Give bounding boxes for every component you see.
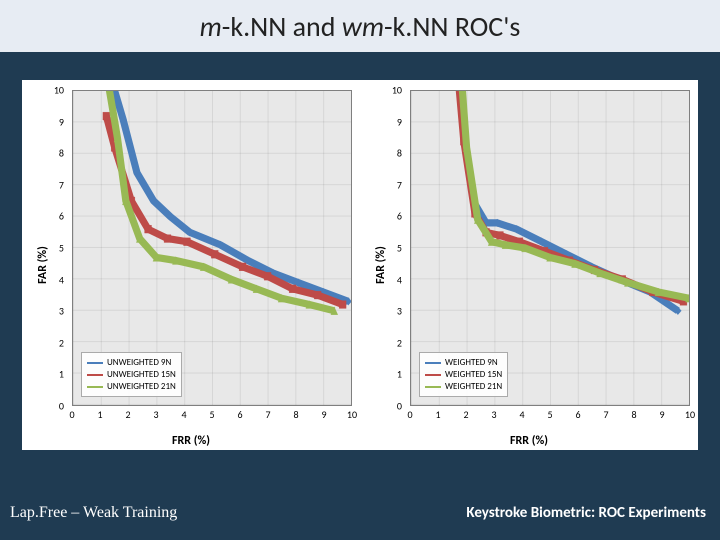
chart-legend: UNWEIGHTED 9NUNWEIGHTED 15NUNWEIGHTED 21… bbox=[81, 352, 182, 397]
legend-row: UNWEIGHTED 9N bbox=[87, 357, 176, 368]
series-marker bbox=[184, 238, 191, 246]
slide-title: m-k.NN and wm-k.NN ROC's bbox=[200, 9, 521, 44]
x-ticks: 012345678910 bbox=[410, 408, 690, 422]
title-italic-1: m bbox=[200, 9, 222, 44]
y-ticks: 012345678910 bbox=[386, 90, 406, 406]
series-marker bbox=[103, 112, 110, 120]
series-marker bbox=[339, 301, 346, 309]
legend-swatch bbox=[87, 386, 103, 388]
legend-row: UNWEIGHTED 15N bbox=[87, 369, 176, 380]
legend-label: UNWEIGHTED 9N bbox=[107, 357, 171, 368]
legend-swatch bbox=[425, 362, 441, 364]
series-line bbox=[458, 91, 683, 301]
y-ticks: 012345678910 bbox=[48, 90, 68, 406]
legend-swatch bbox=[425, 374, 441, 376]
plot-area: WEIGHTED 9NWEIGHTED 15NWEIGHTED 21N bbox=[410, 90, 690, 406]
legend-row: WEIGHTED 9N bbox=[425, 357, 502, 368]
legend-label: WEIGHTED 21N bbox=[445, 381, 502, 392]
series-line bbox=[106, 91, 334, 311]
footer-right-text: Keystroke Biometric: ROC Experiments bbox=[466, 504, 706, 522]
x-axis-label: FRR (%) bbox=[510, 434, 548, 448]
legend-label: WEIGHTED 9N bbox=[445, 357, 498, 368]
series-marker bbox=[264, 272, 271, 280]
legend-label: WEIGHTED 15N bbox=[445, 369, 502, 380]
legend-row: WEIGHTED 15N bbox=[425, 369, 502, 380]
title-italic-3: wm bbox=[342, 9, 384, 44]
title-part-4: -k.NN ROC's bbox=[384, 9, 520, 44]
left-chart-panel: UNWEIGHTED 9NUNWEIGHTED 15NUNWEIGHTED 21… bbox=[22, 80, 360, 450]
series-marker bbox=[496, 232, 503, 240]
series-marker bbox=[211, 250, 218, 258]
chart-legend: WEIGHTED 9NWEIGHTED 15NWEIGHTED 21N bbox=[419, 352, 508, 397]
series-marker bbox=[145, 225, 152, 233]
x-ticks: 012345678910 bbox=[72, 408, 352, 422]
x-axis-label: FRR (%) bbox=[172, 434, 210, 448]
slide: m-k.NN and wm-k.NN ROC's UNWEIGHTED 9NUN… bbox=[0, 0, 720, 540]
series-marker bbox=[164, 235, 171, 243]
series-marker bbox=[289, 285, 296, 293]
legend-swatch bbox=[425, 386, 441, 388]
footer-left-text: Lap.Free – Weak Training bbox=[10, 504, 177, 522]
plot-area: UNWEIGHTED 9NUNWEIGHTED 15NUNWEIGHTED 21… bbox=[72, 90, 352, 406]
charts-container: UNWEIGHTED 9NUNWEIGHTED 15NUNWEIGHTED 21… bbox=[22, 80, 698, 450]
series-marker bbox=[314, 291, 321, 299]
series-line bbox=[458, 91, 678, 311]
series-marker bbox=[239, 263, 246, 271]
legend-row: UNWEIGHTED 21N bbox=[87, 381, 176, 392]
legend-swatch bbox=[87, 374, 103, 376]
right-chart-panel: WEIGHTED 9NWEIGHTED 15NWEIGHTED 21NFAR (… bbox=[360, 80, 698, 450]
legend-label: UNWEIGHTED 15N bbox=[107, 369, 176, 380]
title-banner: m-k.NN and wm-k.NN ROC's bbox=[0, 0, 720, 52]
legend-label: UNWEIGHTED 21N bbox=[107, 381, 176, 392]
legend-swatch bbox=[87, 362, 103, 364]
legend-row: WEIGHTED 21N bbox=[425, 381, 502, 392]
series-line bbox=[109, 91, 348, 301]
title-part-2: -k.NN and bbox=[222, 9, 342, 44]
